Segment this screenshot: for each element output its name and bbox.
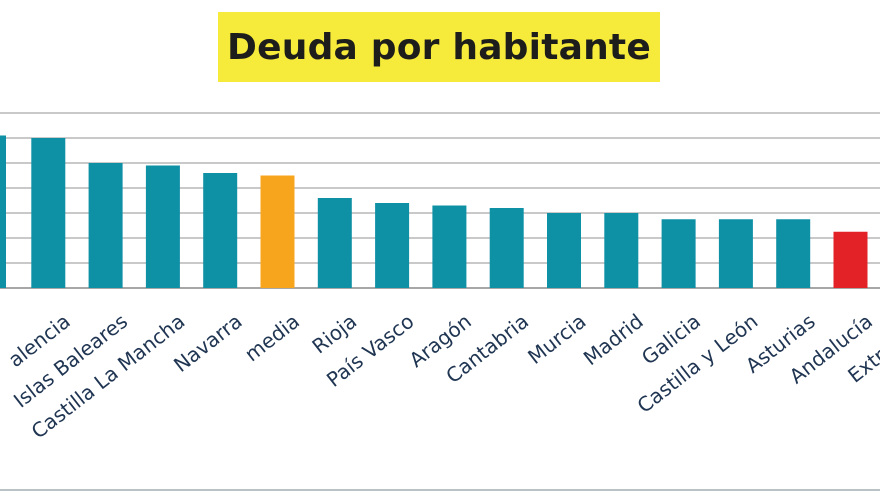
bar-11 <box>604 213 639 288</box>
bar-8 <box>432 205 467 288</box>
bar-13 <box>718 219 753 288</box>
x-tick-label: media <box>240 309 304 366</box>
bar-3 <box>145 165 180 288</box>
bars <box>0 135 868 288</box>
bar-9 <box>489 208 524 288</box>
bar-2 <box>88 163 123 288</box>
bar-7 <box>375 203 410 288</box>
bar-12 <box>661 219 696 288</box>
chart-title: Deuda por habitante <box>227 26 651 68</box>
bar-15 <box>833 231 868 288</box>
chart-title-box: Deuda por habitante <box>218 12 660 82</box>
bar-4 <box>203 173 238 288</box>
x-tick-label: Murcia <box>523 309 590 369</box>
bar-5 <box>260 175 295 288</box>
bar-6 <box>317 198 352 288</box>
bar-partial <box>0 135 6 288</box>
x-tick-label: Madrid <box>579 309 648 370</box>
bar-10 <box>547 213 581 288</box>
bar-14 <box>776 219 811 288</box>
bottom-rule <box>0 489 880 491</box>
bar-1 <box>31 138 66 288</box>
